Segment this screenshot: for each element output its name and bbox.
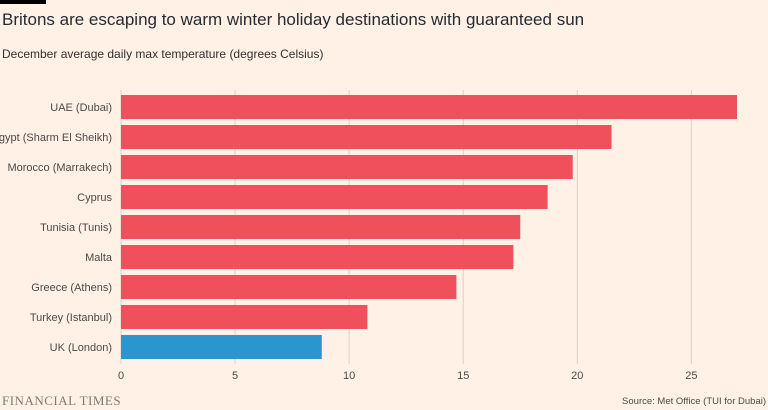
category-label: Turkey (Istanbul) — [30, 312, 112, 324]
financial-times-logo: FINANCIAL TIMES — [2, 393, 122, 408]
chart-title: Britons are escaping to warm winter holi… — [2, 10, 585, 29]
x-tick-label: 20 — [571, 370, 583, 382]
x-tick-label: 10 — [343, 370, 355, 382]
category-label: Greece (Athens) — [31, 282, 112, 294]
bar — [121, 305, 368, 329]
category-label: UAE (Dubai) — [50, 102, 112, 114]
bar — [121, 185, 548, 209]
source-note: Source: Met Office (TUI for Dubai) — [622, 396, 766, 407]
bar — [121, 335, 322, 359]
category-label: Malta — [85, 252, 113, 264]
chart-subtitle: December average daily max temperature (… — [2, 47, 324, 61]
bar — [121, 125, 612, 149]
x-tick-label: 0 — [118, 370, 124, 382]
x-tick-label: 25 — [685, 370, 697, 382]
category-label: Tunisia (Tunis) — [40, 222, 112, 234]
category-label: Egypt (Sharm El Sheikh) — [0, 132, 112, 144]
bar — [121, 155, 573, 179]
brand-top-rule — [0, 0, 46, 4]
bar — [121, 245, 514, 269]
category-label: Cyprus — [77, 192, 112, 204]
category-label: Morocco (Marrakech) — [7, 162, 112, 174]
category-label: UK (London) — [50, 342, 112, 354]
bar — [121, 215, 521, 239]
x-tick-label: 15 — [457, 370, 469, 382]
bar — [121, 95, 737, 119]
x-tick-label: 5 — [232, 370, 238, 382]
bar — [121, 275, 457, 299]
